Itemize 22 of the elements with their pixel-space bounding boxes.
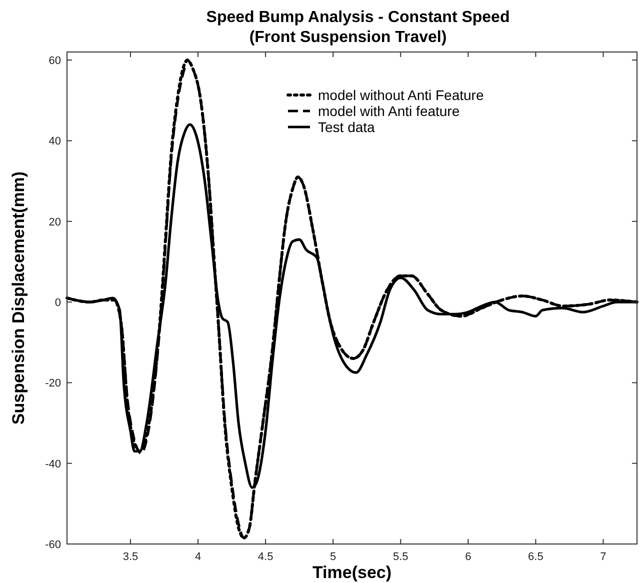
x-tick-label: 4 bbox=[194, 551, 202, 563]
legend-label: model with Anti feature bbox=[318, 103, 460, 119]
y-tick-label: -60 bbox=[45, 539, 61, 551]
y-tick-label: 0 bbox=[54, 297, 61, 310]
y-axis-title: Suspension Displacement(mm) bbox=[9, 171, 28, 425]
y-tick-label: 40 bbox=[48, 136, 61, 148]
y-tick-label: 60 bbox=[48, 55, 61, 68]
x-axis-title: Time(sec) bbox=[312, 563, 392, 582]
legend-label: model without Anti Feature bbox=[318, 87, 484, 103]
x-tick-label: 5.5 bbox=[392, 551, 408, 563]
chart-subtitle: (Front Suspension Travel) bbox=[249, 29, 447, 46]
x-tick-label: 4.5 bbox=[258, 551, 274, 563]
legend-label: Test data bbox=[318, 119, 376, 135]
chart-title: Speed Bump Analysis - Constant Speed bbox=[206, 9, 510, 26]
x-tick-label: 7 bbox=[600, 551, 606, 563]
y-tick-label: -20 bbox=[45, 378, 61, 390]
y-tick-label: 20 bbox=[48, 216, 61, 228]
y-tick-label: -40 bbox=[45, 458, 61, 470]
x-tick-label: 3.5 bbox=[122, 551, 138, 563]
x-tick-label: 6.5 bbox=[528, 551, 544, 563]
x-tick-label: 6 bbox=[465, 551, 472, 563]
x-tick-label: 5 bbox=[330, 551, 336, 563]
